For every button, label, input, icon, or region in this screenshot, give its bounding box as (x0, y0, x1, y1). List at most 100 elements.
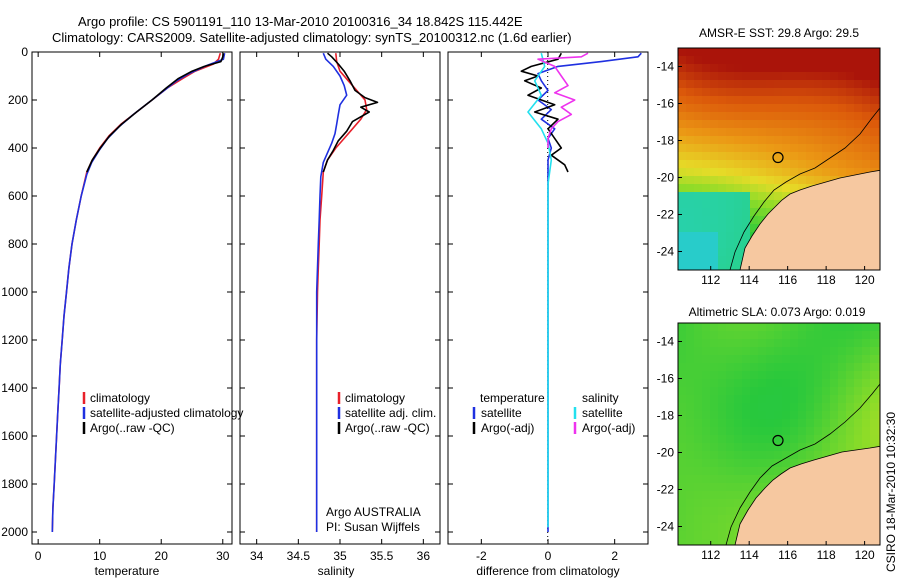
sla-cells-cell (846, 355, 855, 364)
sst-cells-cell (782, 176, 791, 185)
sst-cells-cell (766, 176, 775, 185)
sst-cells-cell (806, 168, 815, 177)
sla-cells-cell (830, 443, 839, 452)
sla-cells-cell (870, 427, 879, 436)
sla-cells-cell (774, 339, 783, 348)
sst-cells-cell (870, 104, 879, 113)
sla-cells-cell (718, 531, 727, 540)
difference-legend-sal-argo: Argo(-adj) (582, 421, 635, 435)
sla-cells-cell (686, 475, 695, 484)
sla-cells-cell (742, 451, 751, 460)
sla-cells-cell (678, 339, 687, 348)
sst-cells-cell (702, 232, 711, 241)
sst-cells-cell (822, 120, 831, 129)
sla-cells-cell (694, 419, 703, 428)
sst-cells-cell (814, 152, 823, 161)
sla-cells-cell (822, 387, 831, 396)
sst-cells-cell (774, 168, 783, 177)
sla-cells-cell (862, 411, 871, 420)
sla-cells-cell (742, 411, 751, 420)
sla-cells-cell (678, 459, 687, 468)
sla-cells-cell (806, 403, 815, 412)
sla-cells-cell (766, 419, 775, 428)
sst-cells-cell (710, 200, 719, 209)
sst-cells-cell (726, 56, 735, 65)
sst-cells-cell (726, 104, 735, 113)
sst-cells-cell (878, 136, 880, 145)
sla-cells-cell (870, 395, 879, 404)
sst-cells-cell (854, 128, 863, 137)
sla-cells-cell (758, 331, 767, 340)
sst-cells-cell (718, 184, 727, 193)
sst-cells-cell (718, 248, 727, 257)
sal-series-satellite-adj-clim (315, 52, 348, 532)
sst-cells-cell (782, 192, 791, 201)
sla-cells-cell (870, 419, 879, 428)
sla-cells-cell (766, 459, 775, 468)
sst-cells-cell (694, 216, 703, 225)
sst-cells-cell (790, 128, 799, 137)
sla-cells-cell (686, 379, 695, 388)
sla-cells-cell (742, 443, 751, 452)
sla-cells-cell (726, 491, 735, 500)
sst-cells-cell (870, 96, 879, 105)
temp-xtick-label: 30 (216, 549, 230, 563)
sst-cells-cell (806, 56, 815, 65)
sla-cells-cell (790, 387, 799, 396)
sla-cells-cell (846, 427, 855, 436)
sst-cells-cell (782, 80, 791, 89)
sst-cells-cell (878, 56, 880, 65)
sst-cells-cell (838, 96, 847, 105)
sst-cells-cell (726, 136, 735, 145)
sla-cells-cell (734, 499, 743, 508)
sla-cells-cell (878, 427, 880, 436)
sst-cells-cell (790, 56, 799, 65)
sst-cells-cell (686, 120, 695, 129)
sst-cells-cell (678, 88, 687, 97)
sst-cells-cell (702, 168, 711, 177)
sla-cells-cell (678, 419, 687, 428)
sst-cells-cell (734, 168, 743, 177)
sst-cells-cell (862, 64, 871, 73)
sla-cells-cell (758, 355, 767, 364)
difference-legend: temperature satellite Argo(-adj) salinit… (472, 391, 635, 435)
sla-cells-cell (710, 371, 719, 380)
sst-cells-cell (726, 128, 735, 137)
sla-cells-cell (726, 395, 735, 404)
sla-cells-cell (830, 403, 839, 412)
sst-cells-cell (694, 104, 703, 113)
sla-cells-cell (870, 347, 879, 356)
sla-cells-cell (862, 355, 871, 364)
sla-ytick-label: -14 (657, 335, 675, 349)
sst-cells-cell (854, 168, 863, 177)
sst-cells-cell (854, 112, 863, 121)
sst-cells-cell (846, 56, 855, 65)
sst-cells-cell (726, 248, 735, 257)
sst-cells-cell (798, 96, 807, 105)
sla-cells-cell (790, 459, 799, 468)
sla-cells-cell (854, 371, 863, 380)
sst-cells-cell (750, 216, 759, 225)
sst-cells-cell (686, 56, 695, 65)
sla-cells-cell (686, 491, 695, 500)
sla-cells-cell (758, 339, 767, 348)
sla-cells-cell (782, 347, 791, 356)
sla-cells-cell (694, 347, 703, 356)
sst-cells-cell (702, 248, 711, 257)
sst-cells-cell (694, 248, 703, 257)
salinity-axes-frame (239, 51, 441, 545)
sst-cells-cell (878, 144, 880, 153)
sst-cells-cell (758, 56, 767, 65)
sst-cells-cell (758, 144, 767, 153)
sst-cells-cell (870, 136, 879, 145)
sla-cells-cell (750, 339, 759, 348)
sst-cells-cell (758, 112, 767, 121)
sla-cells-cell (702, 491, 711, 500)
salinity-legend-argo: Argo(..raw -QC) (345, 421, 430, 435)
sst-cells-cell (702, 112, 711, 121)
sla-cells-cell (750, 379, 759, 388)
sst-cells-cell (878, 80, 880, 89)
sst-cells-cell (742, 120, 751, 129)
sal-xtick-label: 34 (250, 549, 264, 563)
sst-cells-cell (678, 64, 687, 73)
